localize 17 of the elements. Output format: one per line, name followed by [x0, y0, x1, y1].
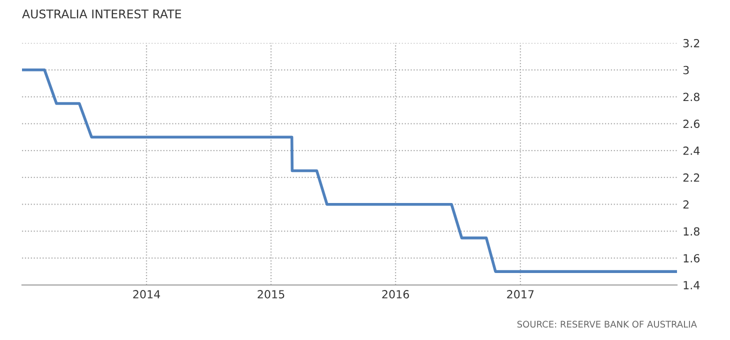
y-tick-label: 2: [683, 200, 689, 209]
y-tick-label: 1.6: [684, 254, 700, 262]
chart-title: AUSTRALIA INTEREST RATE: [22, 9, 182, 18]
y-tick-label: 2.2: [683, 173, 700, 182]
x-tick-label: 2017: [507, 290, 534, 298]
y-tick-label: 3: [683, 66, 689, 74]
y-tick-label: 2.4: [683, 146, 700, 155]
y-tick-label: 3.2: [683, 38, 700, 48]
y-tick-label: 1.4: [684, 281, 700, 290]
x-tick-label: 2016: [382, 290, 409, 298]
y-tick-label: 1.8: [684, 227, 700, 236]
y-tick-label: 2.6: [683, 120, 700, 128]
y-tick-label: 2.8: [683, 92, 700, 102]
x-tick-label: 2014: [133, 290, 160, 298]
line-series: [22, 68, 677, 273]
source-note: SOURCE: RESERVE BANK OF AUSTRALIA: [517, 320, 697, 328]
x-tick-label: 2015: [258, 290, 284, 298]
